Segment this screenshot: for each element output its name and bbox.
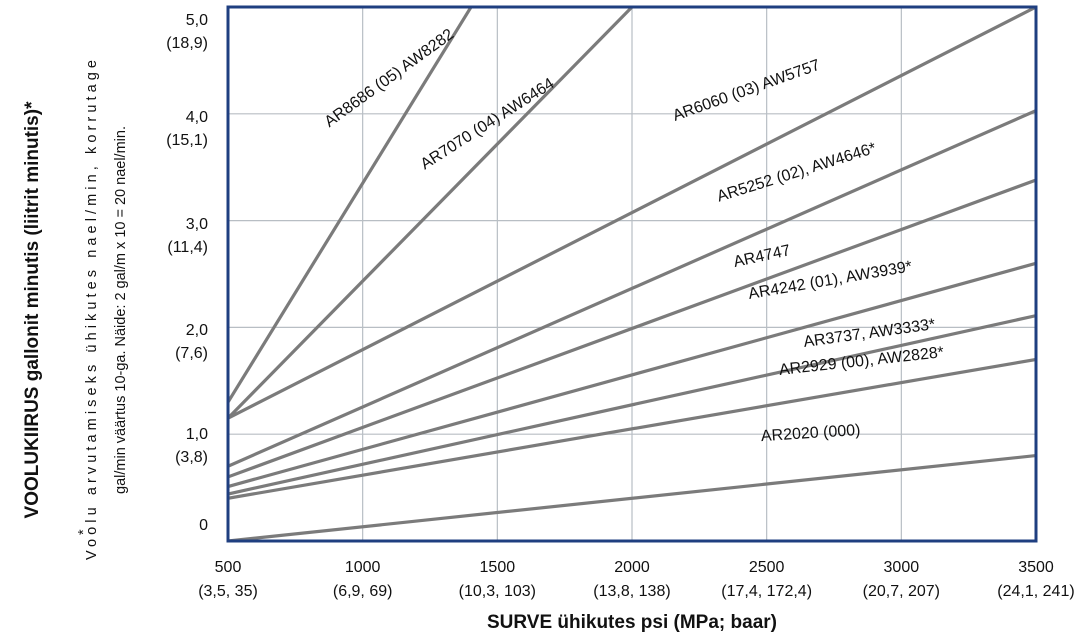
- x-tick-label-2000: 2000: [614, 559, 650, 576]
- y-tick-label-3: 3,0: [186, 216, 208, 233]
- grid: [228, 7, 1036, 541]
- x-tick-label-3000: 3000: [884, 559, 920, 576]
- series-label-3: AR5252 (02), AW4646*: [715, 140, 878, 206]
- x-axis-title: SURVE ühikutes psi (MPa; baar): [487, 612, 777, 633]
- series-line-3: [228, 109, 1036, 468]
- y-axis-title: VOOLUKIIRUS gallonit minutis (liitrit mi…: [22, 101, 43, 519]
- x-tick-sublabel-2000: (13,8, 138): [593, 583, 670, 600]
- x-tick-sublabel-1000: (6,9, 69): [333, 583, 393, 600]
- y-tick-sublabel-3: (11,4): [167, 239, 208, 256]
- series-line-1: [228, 7, 634, 420]
- plot-frame: [226, 5, 1038, 543]
- series-lines: [228, 7, 1036, 541]
- y-tick-label-2: 2,0: [186, 322, 208, 339]
- series-label-0: AR8686 (05) AW8282: [322, 26, 458, 131]
- footnote: * Voolu arvutamiseks ühikutes nael/min, …: [76, 60, 129, 560]
- x-tick-sublabel-3500: (24,1, 241): [997, 583, 1074, 600]
- x-tick-sublabel-2500: (17,4, 172,4): [721, 583, 812, 600]
- y-tick-sublabel-2: (7,6): [175, 345, 208, 362]
- footnote-line-2: gal/min väärtus 10-ga. Näide: 2 gal/m x …: [113, 126, 129, 494]
- y-tick-label-4: 4,0: [186, 109, 208, 126]
- x-axis-ticks: 500 (3,5, 35) 1000 (6,9, 69) 1500 (10,3, 103)…: [198, 559, 1074, 600]
- y-tick-label-5: 5,0: [186, 12, 208, 29]
- x-tick-label-500: 500: [215, 559, 242, 576]
- x-tick-label-2500: 2500: [749, 559, 785, 576]
- footnote-marker: *: [76, 529, 92, 535]
- series-line-0: [228, 7, 473, 403]
- series-line-7: [228, 357, 1036, 500]
- x-tick-label-3500: 3500: [1018, 559, 1054, 576]
- x-tick-sublabel-500: (3,5, 35): [198, 583, 258, 600]
- y-axis-ticks: 0 1,0 (3,8) 2,0 (7,6) 3,0 (11,4) 4,0 (15,1) 5,0 (1…: [166, 12, 208, 534]
- y-tick-sublabel-4: (15,1): [166, 132, 208, 149]
- series-label-5: AR4242 (01), AW3939*: [747, 258, 913, 303]
- y-tick-label-0: 0: [199, 517, 208, 534]
- series-line-4: [228, 178, 1036, 479]
- series-line-5: [228, 261, 1036, 489]
- series-label-8: AR2020 (000): [760, 422, 860, 445]
- y-tick-sublabel-5: (18,9): [166, 35, 208, 52]
- series-label-7: AR2929 (00), AW2828*: [778, 344, 945, 379]
- series-line-6: [228, 314, 1036, 496]
- y-tick-label-1: 1,0: [186, 426, 208, 443]
- series-line-8: [228, 453, 1036, 541]
- series-line-2: [228, 7, 1036, 420]
- y-tick-sublabel-1: (3,8): [175, 449, 208, 466]
- series-label-4: AR4747: [732, 242, 792, 271]
- x-tick-label-1000: 1000: [345, 559, 381, 576]
- x-tick-label-1500: 1500: [480, 559, 516, 576]
- x-tick-sublabel-3000: (20,7, 207): [863, 583, 940, 600]
- footnote-line-1: Voolu arvutamiseks ühikutes nael/min, ko…: [84, 60, 100, 560]
- x-tick-sublabel-1500: (10,3, 103): [459, 583, 536, 600]
- series-label-2: AR6060 (03) AW5757: [671, 57, 823, 125]
- series-label-1: AR7070 (04) AW6464: [418, 75, 558, 173]
